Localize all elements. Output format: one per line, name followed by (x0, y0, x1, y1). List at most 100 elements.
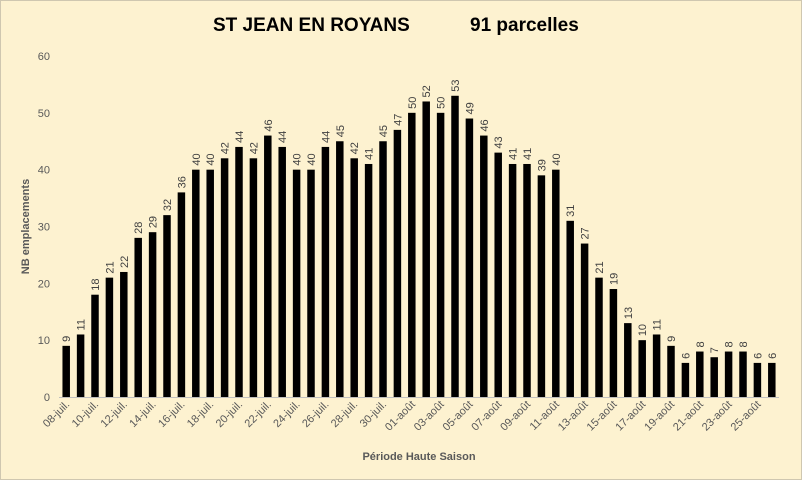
bar (710, 357, 718, 397)
data-label: 45 (335, 125, 347, 137)
bar (91, 294, 99, 397)
bar (393, 129, 402, 397)
data-label: 47 (392, 114, 404, 126)
bar (192, 169, 200, 397)
bar (278, 146, 286, 397)
bar (465, 118, 474, 398)
chart-title: ST JEAN EN ROYANS (213, 15, 410, 36)
data-label: 9 (666, 336, 678, 342)
data-label: 31 (565, 205, 577, 217)
data-label: 18 (90, 278, 102, 290)
x-tick-label: 13-août (556, 399, 591, 434)
bar (364, 163, 373, 397)
chart-subtitle: 91 parcelles (470, 15, 579, 36)
x-tick-label: 23-août (700, 399, 735, 434)
bar (321, 146, 330, 397)
bar (249, 158, 258, 397)
bar (595, 277, 603, 397)
x-tick-label: 20-juil. (214, 399, 245, 430)
bar (177, 192, 186, 397)
y-tick-label: 30 (38, 222, 50, 234)
data-label: 40 (292, 153, 304, 165)
data-label: 10 (637, 324, 649, 336)
data-label: 41 (508, 148, 520, 160)
x-tick-label: 26-juil. (300, 399, 331, 430)
data-label: 8 (724, 341, 736, 347)
x-tick-label: 01-août (383, 399, 418, 434)
y-axis: 0 10 20 30 40 50 60 (38, 51, 50, 404)
bars (62, 95, 776, 398)
x-tick-label: 18-juil. (185, 399, 216, 430)
data-label: 8 (738, 341, 750, 347)
data-label: 6 (680, 353, 692, 359)
x-tick-label: 03-août (412, 399, 447, 434)
data-label: 53 (450, 80, 462, 92)
bar (566, 220, 574, 397)
data-label: 43 (493, 136, 505, 148)
x-tick-label: 12-juil. (99, 399, 130, 430)
bar (508, 163, 517, 397)
bar (422, 101, 430, 397)
bar (120, 271, 128, 397)
data-label: 49 (464, 102, 476, 114)
x-tick-label: 21-août (671, 399, 706, 434)
bar (609, 289, 618, 397)
x-tick-label: 15-août (585, 399, 620, 434)
data-label: 21 (594, 261, 606, 273)
bar (148, 232, 157, 397)
bar (206, 169, 214, 397)
data-label: 19 (608, 273, 620, 285)
data-label: 44 (320, 131, 332, 143)
data-label: 22 (119, 256, 131, 268)
x-axis: 08-juil.10-juil.12-juil.14-juil.16-juil.… (41, 399, 764, 434)
data-label: 40 (205, 153, 217, 165)
data-label: 41 (522, 148, 534, 160)
bar (537, 175, 546, 397)
x-tick-label: 09-août (498, 399, 533, 434)
x-axis-title: Période Haute Saison (362, 451, 475, 463)
bar (580, 243, 589, 397)
bar (235, 146, 243, 397)
data-label: 44 (234, 131, 246, 143)
data-label: 21 (104, 261, 116, 273)
data-label: 32 (162, 199, 174, 211)
data-label: 8 (695, 341, 707, 347)
x-tick-label: 14-juil. (127, 399, 158, 430)
data-label: 6 (767, 353, 779, 359)
bar (292, 169, 301, 397)
x-tick-label: 24-juil. (271, 399, 302, 430)
data-label: 41 (364, 148, 376, 160)
data-label: 46 (263, 119, 275, 131)
data-label: 42 (220, 142, 232, 154)
data-label: 44 (277, 131, 289, 143)
data-label: 7 (709, 347, 721, 353)
x-tick-label: 17-août (613, 399, 648, 434)
y-tick-label: 0 (44, 392, 50, 404)
bar (724, 351, 733, 397)
y-tick-label: 60 (38, 51, 50, 63)
data-label: 40 (306, 153, 318, 165)
data-label: 40 (551, 153, 563, 165)
bar (768, 362, 776, 397)
data-label: 40 (191, 153, 203, 165)
bar (451, 95, 459, 397)
bar (307, 169, 315, 397)
data-label: 45 (378, 125, 390, 137)
data-label: 9 (61, 336, 73, 342)
bar (552, 169, 560, 397)
data-label: 46 (479, 119, 491, 131)
x-tick-label: 19-août (642, 399, 677, 434)
bar (667, 345, 675, 397)
bar (220, 158, 229, 397)
bar (523, 163, 531, 397)
y-tick-label: 10 (38, 335, 50, 347)
bar (408, 112, 416, 397)
data-label: 36 (176, 176, 188, 188)
x-tick-label: 07-août (469, 399, 504, 434)
data-label: 28 (133, 222, 145, 234)
bar (494, 152, 502, 397)
bar (350, 158, 358, 397)
data-label: 42 (349, 142, 361, 154)
bar (62, 345, 70, 397)
